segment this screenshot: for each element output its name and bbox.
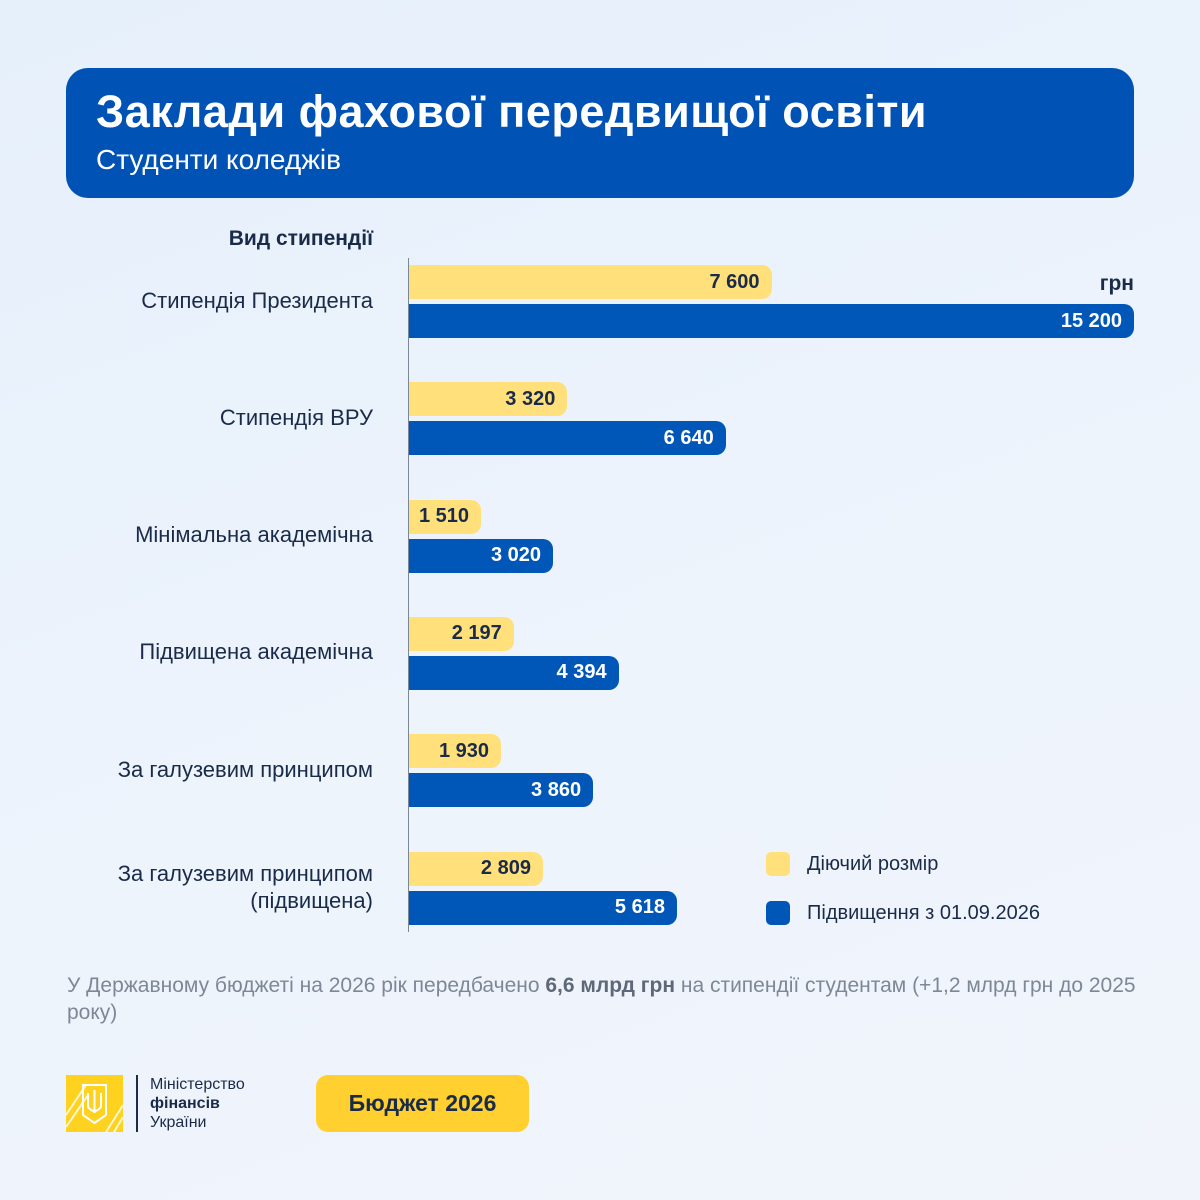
bar-value-label: 4 394 xyxy=(556,661,607,684)
legend-item-increase: Підвищення з 01.09.2026 xyxy=(766,901,1040,925)
note-bold: 6,6 млрд грн xyxy=(545,974,676,997)
bar-value-label: 6 640 xyxy=(663,426,714,449)
bar-value-label: 3 860 xyxy=(531,778,582,801)
bar-current: 2 197 xyxy=(409,616,514,651)
ministry-name: Міністерство фінансів України xyxy=(150,1075,245,1132)
bar-value-label: 3 020 xyxy=(490,544,542,567)
y-axis-line xyxy=(408,258,409,932)
bar-increase: 4 394 xyxy=(409,655,619,690)
category-label-line: Стипендія Президента xyxy=(141,287,373,313)
page-subtitle: Студенти коледжів xyxy=(96,144,342,175)
budget-badge: Бюджет 2026 xyxy=(316,1075,529,1132)
bar-increase: 3 020 xyxy=(409,538,554,573)
bar-value-label: 3 320 xyxy=(505,387,556,410)
ministry-line: фінансів xyxy=(150,1095,220,1112)
bar-increase: 15 200 xyxy=(409,304,1134,338)
bar-value-label: 2 809 xyxy=(480,857,531,879)
ministry-line: України xyxy=(150,1114,207,1131)
note-text: на стипендії студентам (+1,2 млрд грн до… xyxy=(67,974,1136,1024)
note-text: У Державному бюджеті на 2026 рік передба… xyxy=(67,974,546,997)
bar-current: 3 320 xyxy=(409,382,568,417)
legend-label: Діючий розмір xyxy=(807,852,939,875)
bar-increase: 6 640 xyxy=(409,421,726,456)
bar-increase: 5 618 xyxy=(409,890,677,925)
ministry-line: Міністерство xyxy=(150,1076,245,1093)
category-label-line: Стипендія ВРУ xyxy=(219,404,373,430)
bar-current: 2 809 xyxy=(409,851,543,886)
legend-label: Підвищення з 01.09.2026 xyxy=(807,901,1040,924)
bar-value-label: 1 930 xyxy=(438,739,490,762)
category-label: За галузевим принципом xyxy=(118,756,373,783)
category-label-line: Мінімальна академічна xyxy=(135,522,373,548)
bar-current: 1 930 xyxy=(409,734,502,769)
page-title: Заклади фахової передвищої освіти xyxy=(96,86,928,137)
bar-current: 1 510 xyxy=(409,499,482,534)
bar-value-label: 1 510 xyxy=(418,505,470,528)
header-banner: Заклади фахової передвищої освіти Студен… xyxy=(66,68,1134,198)
category-label: Стипендія ВРУ xyxy=(220,404,373,431)
category-label: За галузевим принципом (підвищена) xyxy=(118,860,373,914)
bar-increase: 3 860 xyxy=(409,773,594,808)
category-label: Підвищена академічна xyxy=(139,638,373,665)
trident-emblem-icon xyxy=(65,1075,124,1133)
bar-value-label: 7 600 xyxy=(709,270,760,293)
bar-current: 7 600 xyxy=(409,265,772,299)
category-label-line: За галузевим принципом xyxy=(117,860,373,886)
logo-divider xyxy=(136,1075,138,1132)
bar-value-label: 2 197 xyxy=(451,622,502,645)
bar-value-label: 15 200 xyxy=(1060,309,1122,332)
category-label-line: За галузевим принципом xyxy=(117,756,373,782)
category-label: Стипендія Президента xyxy=(141,287,373,314)
category-label-line: Підвищена академічна xyxy=(139,639,373,665)
category-label-line: (підвищена) xyxy=(250,887,373,913)
bar-value-label: 5 618 xyxy=(614,896,665,918)
category-label: Мінімальна академічна xyxy=(135,521,373,548)
unit-label: грн xyxy=(1099,272,1134,295)
legend-swatch-yellow xyxy=(766,852,790,876)
legend-swatch-blue xyxy=(766,901,790,925)
budget-note: У Державному бюджеті на 2026 рік передба… xyxy=(67,972,1147,1026)
category-header: Вид стипендії xyxy=(228,227,373,250)
legend-item-current: Діючий розмір xyxy=(766,852,938,876)
